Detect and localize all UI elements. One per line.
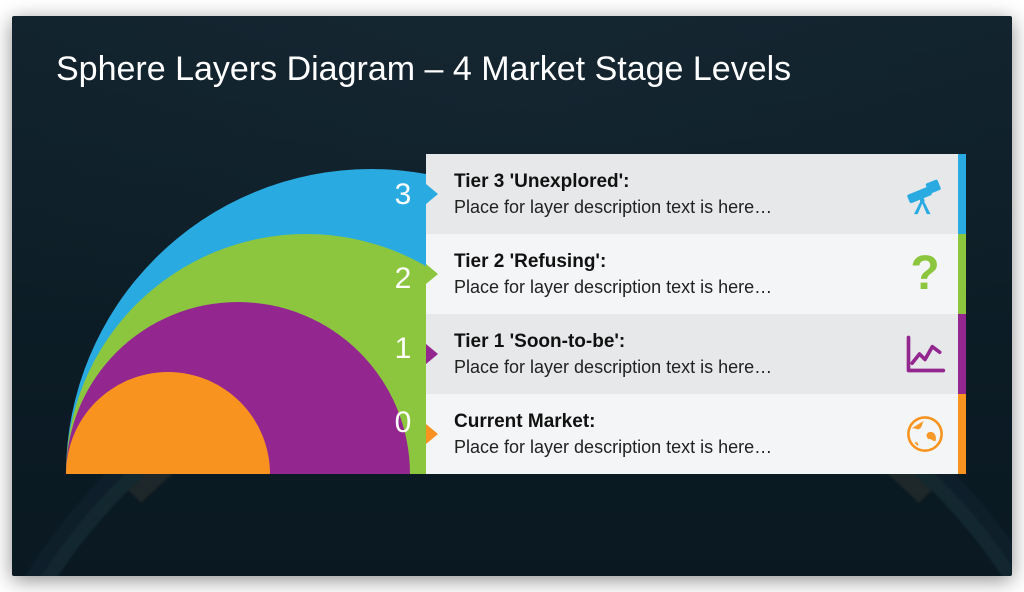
row-description: Place for layer description text is here… <box>454 275 896 299</box>
row-accent <box>958 314 966 394</box>
row-description: Place for layer description text is here… <box>454 435 896 459</box>
row-text: Tier 1 'Soon-to-be': Place for layer des… <box>454 329 896 379</box>
row-notch <box>426 264 438 284</box>
sphere-layers-diagram: 3 2 1 0 Tier 3 'Unexplored': Place for l… <box>66 154 966 474</box>
row-accent <box>958 394 966 474</box>
row-tier-1: Tier 1 'Soon-to-be': Place for layer des… <box>426 314 966 394</box>
slide-title: Sphere Layers Diagram – 4 Market Stage L… <box>56 50 791 89</box>
row-accent <box>958 234 966 314</box>
row-tier-2: Tier 2 'Refusing': Place for layer descr… <box>426 234 966 314</box>
row-text: Tier 2 'Refusing': Place for layer descr… <box>454 249 896 299</box>
row-notch <box>426 344 438 364</box>
row-tier-0: Current Market: Place for layer descript… <box>426 394 966 474</box>
arc-number-2: 2 <box>388 262 418 296</box>
row-text: Tier 3 'Unexplored': Place for layer des… <box>454 169 896 219</box>
row-text: Current Market: Place for layer descript… <box>454 409 896 459</box>
slide-frame: Sphere Layers Diagram – 4 Market Stage L… <box>12 16 1012 576</box>
description-rows: Tier 3 'Unexplored': Place for layer des… <box>426 154 966 474</box>
row-title: Tier 1 'Soon-to-be': <box>454 329 896 355</box>
row-title: Current Market: <box>454 409 896 435</box>
arc-stack <box>66 154 426 474</box>
telescope-icon <box>902 171 948 217</box>
arc-number-1: 1 <box>388 332 418 366</box>
globe-icon <box>902 411 948 457</box>
row-description: Place for layer description text is here… <box>454 355 896 379</box>
row-description: Place for layer description text is here… <box>454 195 896 219</box>
row-tier-3: Tier 3 'Unexplored': Place for layer des… <box>426 154 966 234</box>
arc-number-3: 3 <box>388 178 418 212</box>
arc-number-0: 0 <box>388 406 418 440</box>
row-title: Tier 2 'Refusing': <box>454 249 896 275</box>
growth-chart-icon <box>902 331 948 377</box>
question-icon: ? <box>902 251 948 297</box>
row-accent <box>958 154 966 234</box>
row-title: Tier 3 'Unexplored': <box>454 169 896 195</box>
row-notch <box>426 424 438 444</box>
row-notch <box>426 184 438 204</box>
